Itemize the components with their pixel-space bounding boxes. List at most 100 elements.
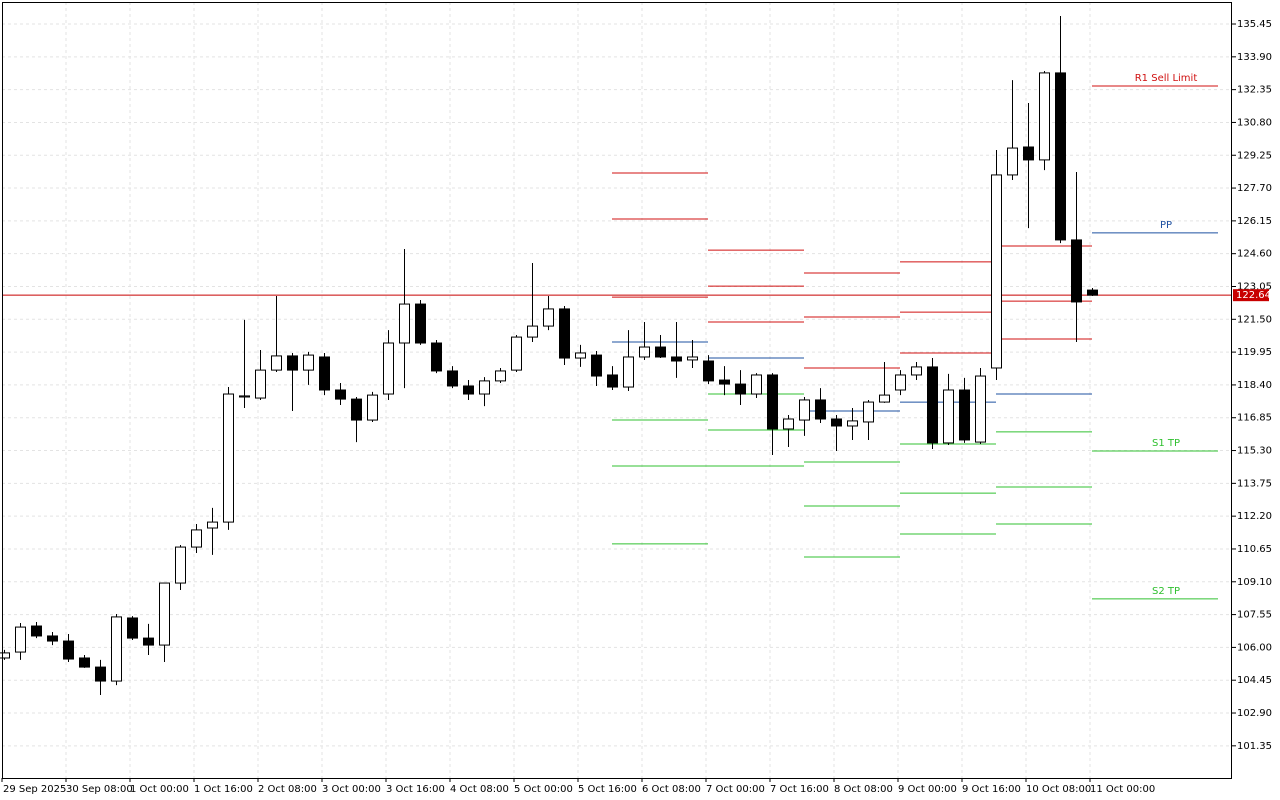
candle-body xyxy=(15,626,26,653)
candle-body xyxy=(111,616,122,682)
candle-body xyxy=(95,666,106,682)
candle-body xyxy=(207,521,218,529)
candle-body xyxy=(191,529,202,548)
candle-body xyxy=(719,379,730,385)
x-tick-label: 30 Sep 08:00 xyxy=(66,784,133,795)
y-tick-label: 133.90 xyxy=(1237,52,1272,63)
y-tick-label: 121.50 xyxy=(1237,314,1272,325)
y-tick-label: 102.90 xyxy=(1237,708,1272,719)
x-tick-label: 1 Oct 16:00 xyxy=(194,784,253,795)
candle-body xyxy=(271,355,282,371)
x-tick-label: 8 Oct 08:00 xyxy=(834,784,893,795)
candle-body xyxy=(351,398,362,421)
y-tick-label: 101.35 xyxy=(1237,741,1272,752)
candle-body xyxy=(335,389,346,400)
y-tick-label: 106.00 xyxy=(1237,642,1272,653)
candle-body xyxy=(175,546,186,584)
candle-body xyxy=(1007,147,1018,176)
y-tick-label: 130.80 xyxy=(1237,117,1272,128)
candle-body xyxy=(159,582,170,646)
x-tick-label: 1 Oct 00:00 xyxy=(130,784,189,795)
candle-body xyxy=(415,303,426,344)
candle-body xyxy=(671,356,682,362)
candle-body xyxy=(399,303,410,344)
candle-body xyxy=(1071,239,1082,303)
y-tick-label: 104.45 xyxy=(1237,675,1272,686)
candle-body xyxy=(623,356,634,388)
candle-body xyxy=(799,399,810,421)
candle-body xyxy=(287,355,298,371)
candle-body xyxy=(447,370,458,387)
y-tick-label: 127.70 xyxy=(1237,183,1272,194)
candle-body xyxy=(1039,72,1050,161)
x-tick-label: 2 Oct 08:00 xyxy=(258,784,317,795)
candle-body xyxy=(127,617,138,639)
x-tick-label: 5 Oct 00:00 xyxy=(514,784,573,795)
level-label: S1 TP xyxy=(1152,438,1180,449)
candle-body xyxy=(543,308,554,327)
candle-body xyxy=(495,370,506,382)
y-tick-label: 132.35 xyxy=(1237,85,1272,96)
y-tick-label: 115.30 xyxy=(1237,446,1272,457)
candle-body xyxy=(367,394,378,421)
current-price-label: 122.64 xyxy=(1236,290,1271,301)
candle-body xyxy=(943,389,954,444)
candle-body xyxy=(879,394,890,403)
candle-body xyxy=(431,342,442,372)
current-price-badge xyxy=(1233,289,1269,302)
candle-body xyxy=(463,385,474,395)
candle-body xyxy=(959,389,970,441)
y-tick-label: 119.95 xyxy=(1237,347,1272,358)
y-tick-label: 110.65 xyxy=(1237,544,1272,555)
candle-body xyxy=(79,657,90,668)
candle-body xyxy=(575,352,586,359)
plot-frame xyxy=(2,2,1232,779)
marks-layer xyxy=(0,15,1232,696)
y-tick-label: 107.55 xyxy=(1237,610,1272,621)
y-tick-label: 123.05 xyxy=(1237,281,1272,292)
x-tick-label: 4 Oct 08:00 xyxy=(450,784,509,795)
level-label: PP xyxy=(1160,220,1172,231)
x-tick-label: 29 Sep 2025 xyxy=(3,784,66,795)
candle-body xyxy=(655,346,666,358)
candle-body xyxy=(255,369,266,399)
x-tick-label: 10 Oct 08:00 xyxy=(1026,784,1091,795)
x-tick-label: 5 Oct 16:00 xyxy=(578,784,637,795)
y-tick-label: 135.45 xyxy=(1237,19,1272,30)
x-tick-label: 11 Oct 00:00 xyxy=(1090,784,1155,795)
grid-layer xyxy=(2,2,1232,778)
candle-body xyxy=(303,354,314,371)
candle-body xyxy=(735,383,746,395)
candle-body xyxy=(223,393,234,523)
candle-body xyxy=(639,346,650,358)
candle-body xyxy=(527,325,538,338)
y-tick-label: 109.10 xyxy=(1237,577,1272,588)
x-tick-label: 9 Oct 00:00 xyxy=(898,784,957,795)
candle-body xyxy=(767,374,778,430)
candle-body xyxy=(319,356,330,391)
candle-body xyxy=(591,354,602,377)
x-tick-label: 6 Oct 08:00 xyxy=(642,784,701,795)
y-tick-label: 112.20 xyxy=(1237,511,1272,522)
x-tick-label: 7 Oct 16:00 xyxy=(770,784,829,795)
candle-body xyxy=(991,174,1002,369)
candle-body xyxy=(1023,146,1034,161)
candle-body xyxy=(895,374,906,391)
candle-body xyxy=(975,375,986,443)
y-tick-label: 113.75 xyxy=(1237,478,1272,489)
candle-body xyxy=(783,418,794,430)
y-tick-label: 126.15 xyxy=(1237,216,1272,227)
candle-body xyxy=(1055,72,1066,241)
y-tick-label: 116.85 xyxy=(1237,413,1272,424)
x-tick-label: 3 Oct 00:00 xyxy=(322,784,381,795)
y-tick-label: 118.40 xyxy=(1237,380,1272,391)
candle-body xyxy=(239,395,250,398)
candle-body xyxy=(703,360,714,382)
candle-body xyxy=(383,342,394,395)
y-tick-label: 124.60 xyxy=(1237,249,1272,260)
candle-body xyxy=(687,356,698,361)
candle-body xyxy=(927,366,938,444)
